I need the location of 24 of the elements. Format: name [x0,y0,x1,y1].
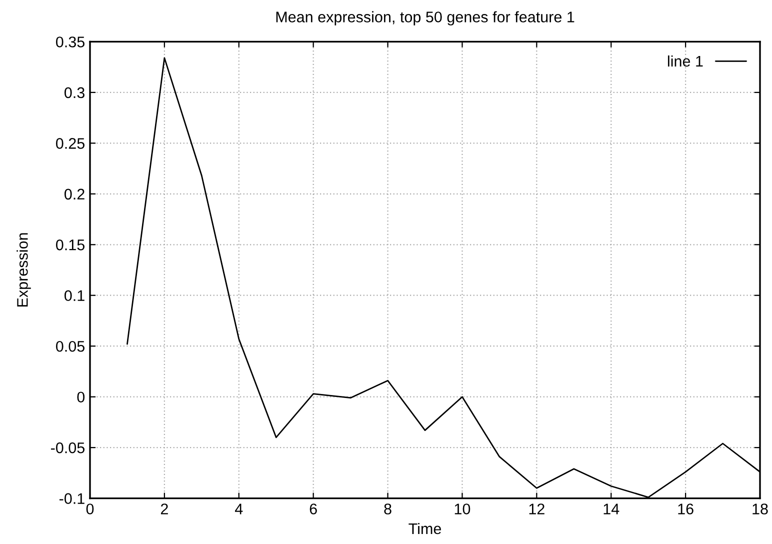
y-tick-label: 0.2 [64,188,84,200]
x-tick-label: 6 [310,504,317,514]
x-tick-label: 0 [86,504,94,514]
y-tick-label: 0.25 [56,138,84,149]
x-tick-label: 18 [752,504,768,514]
chart-title: Mean expression, top 50 genes for feature 1 [276,11,574,26]
y-tick-label: 0.15 [56,240,84,250]
y-tick-label: 0.1 [64,290,84,302]
x-tick-label: 12 [529,504,544,514]
x-axis-title: Time [408,522,442,534]
y-axis-title: Expression [16,233,31,307]
y-tick-label: -0.05 [51,442,84,454]
y-tick-label: 0.05 [56,340,84,352]
x-tick-label: 10 [454,504,470,514]
x-tick-label: 8 [384,504,392,514]
y-tick-label: 0 [77,392,85,403]
y-tick-label: 0.35 [56,36,84,48]
y-tick-label: 0.3 [64,87,84,98]
legend-label: line 1 [668,55,703,67]
x-tick-label: 16 [678,504,694,514]
x-tick-label: 4 [234,504,243,514]
x-tick-label: 2 [160,504,168,514]
y-tick-label: -0.1 [59,493,84,504]
x-tick-label: 14 [604,504,620,514]
